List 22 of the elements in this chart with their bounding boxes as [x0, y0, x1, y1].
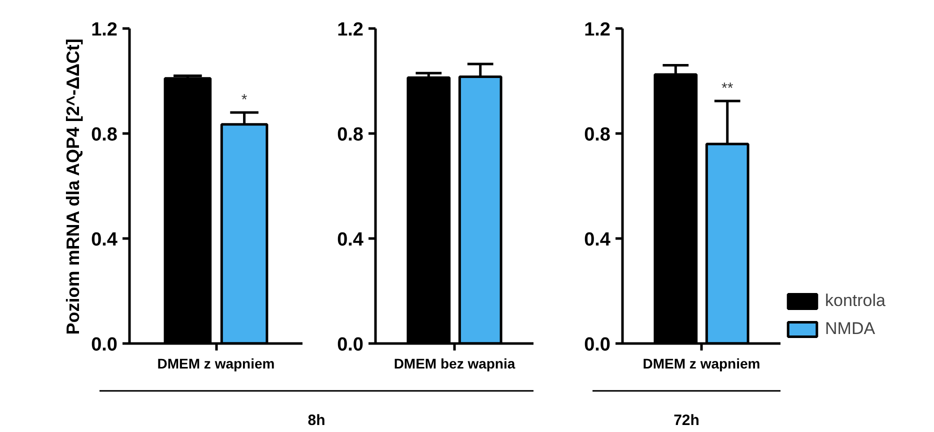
y-axis-title: Poziom mRNA dla AQP4 [2^-ΔΔCt] [63, 38, 84, 335]
y-tick-label: 1.2 [584, 20, 611, 40]
y-tick-label: 0.0 [91, 334, 118, 356]
y-tick-label: 0.8 [91, 124, 118, 146]
y-tick-label: 1.2 [91, 20, 118, 40]
x-tick-label: DMEM z wapniem [157, 356, 275, 372]
x-axis-title: 72h [674, 412, 700, 429]
legend-label: NMDA [825, 319, 876, 339]
annotation: * [241, 92, 248, 108]
annotation: ** [722, 80, 734, 97]
x-tick-label: DMEM bez wapnia [394, 356, 516, 372]
y-tick-label: 0.4 [91, 230, 118, 250]
legend-label: kontrola [825, 291, 886, 311]
x-tick-label: DMEM z wapniem [642, 356, 760, 372]
y-tick-label: 0.8 [337, 124, 364, 146]
y-tick-label: 0.0 [337, 334, 364, 356]
x-axis-title: 8h [308, 412, 326, 429]
y-tick-label: 0.4 [584, 230, 611, 250]
y-tick-label: 0.8 [584, 124, 611, 146]
y-tick-label: 1.2 [337, 20, 364, 40]
y-tick-label: 0.0 [584, 334, 611, 356]
y-tick-label: 0.4 [337, 230, 364, 250]
